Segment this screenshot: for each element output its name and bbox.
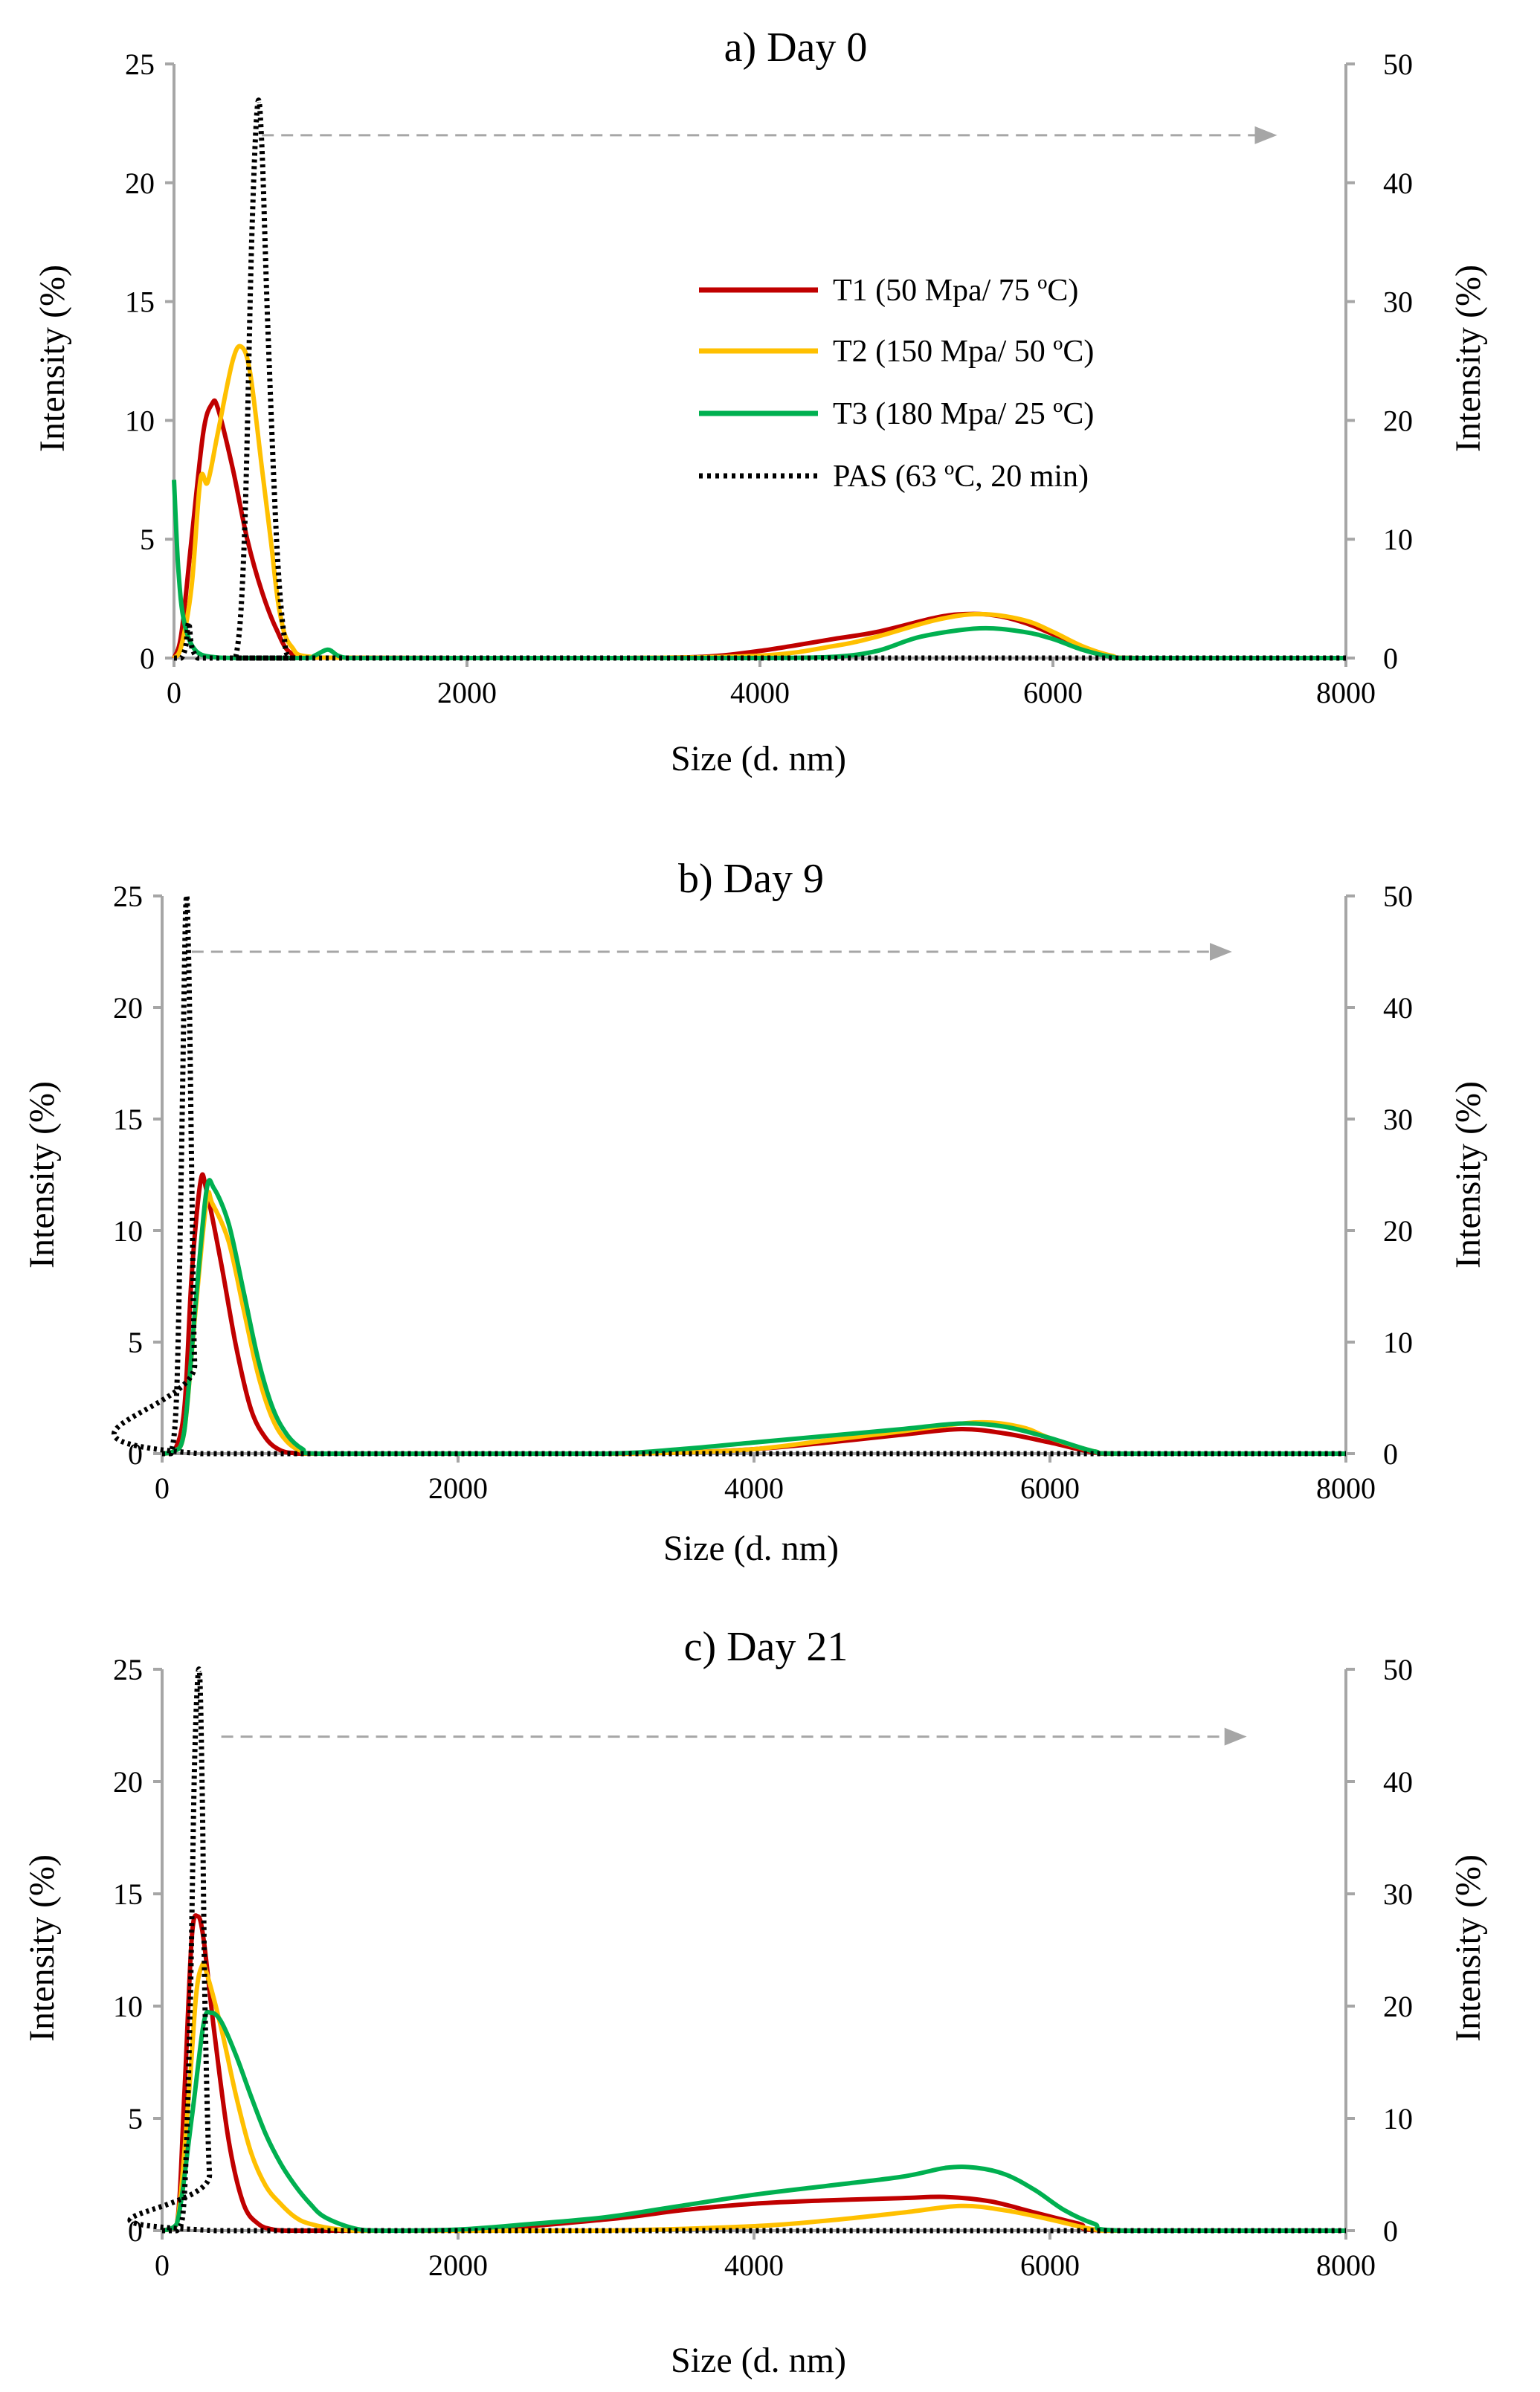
y-tick-label: 10: [113, 1990, 143, 2023]
y-tick-label: 5: [128, 1326, 143, 1359]
y-right-tick-label: 0: [1383, 2214, 1398, 2248]
y-right-tick-label: 30: [1383, 286, 1413, 319]
y-tick-label: 0: [128, 1437, 143, 1471]
y-axis-right-title: Intensity (%): [1449, 1081, 1488, 1268]
legend-label-t1: T1 (50 Mpa/ 75 ºC): [833, 274, 1078, 308]
x-tick-label: 4000: [724, 2248, 784, 2282]
y-right-tick-label: 20: [1383, 404, 1413, 437]
x-tick-label: 2000: [428, 1471, 488, 1505]
y-axis-title: Intensity (%): [33, 265, 72, 452]
x-tick-label: 0: [155, 1471, 170, 1505]
y-right-tick-label: 10: [1383, 2102, 1413, 2135]
series-line-t1: [172, 398, 1346, 661]
x-axis-title: Size (d. nm): [671, 2341, 846, 2380]
series-line-t3: [161, 1178, 1346, 1457]
y-right-tick-label: 20: [1383, 1990, 1413, 2023]
y-right-tick-label: 40: [1383, 167, 1413, 200]
x-tick-label: 8000: [1316, 2248, 1376, 2282]
x-tick-label: 4000: [724, 1471, 784, 1505]
y-right-tick-label: 40: [1383, 991, 1413, 1025]
y-tick-label: 0: [128, 2214, 143, 2248]
y-tick-label: 5: [140, 523, 155, 556]
x-tick-label: 6000: [1020, 2248, 1080, 2282]
series-line-t3: [172, 480, 1346, 661]
x-tick-label: 4000: [730, 676, 790, 709]
y-right-tick-label: 30: [1383, 1103, 1413, 1136]
y-tick-label: 10: [113, 1214, 143, 1248]
y-right-tick-label: 10: [1383, 523, 1413, 556]
x-tick-label: 2000: [437, 676, 497, 709]
x-axis-title: Size (d. nm): [671, 739, 846, 778]
y-tick-label: 25: [125, 48, 155, 81]
series-line-t1: [161, 1913, 1346, 2234]
x-tick-label: 6000: [1023, 676, 1083, 709]
series-line-pas: [173, 97, 1346, 661]
legend: T1 (50 Mpa/ 75 ºC) T2 (150 Mpa/ 50 ºC) T…: [699, 274, 1094, 494]
y-axis-right-title: Intensity (%): [1449, 265, 1488, 452]
y-tick-label: 25: [113, 880, 143, 913]
y-tick-label: 15: [113, 1877, 143, 1911]
y-right-tick-label: 40: [1383, 1765, 1413, 1799]
y-tick-label: 20: [125, 167, 155, 200]
x-tick-label: 8000: [1316, 676, 1376, 709]
y-right-tick-label: 50: [1383, 880, 1413, 913]
legend-label-t2: T2 (150 Mpa/ 50 ºC): [833, 335, 1094, 369]
y-right-tick-label: 10: [1383, 1326, 1413, 1359]
series-line-pas: [127, 1666, 1346, 2234]
y-axis-title: Intensity (%): [22, 1854, 62, 2042]
panel-title: a) Day 0: [724, 25, 868, 71]
x-tick-label: 0: [167, 676, 181, 709]
y-tick-label: 5: [128, 2102, 143, 2135]
y-tick-label: 20: [113, 1765, 143, 1799]
series-line-t2: [161, 1961, 1346, 2234]
y-tick-label: 15: [113, 1103, 143, 1136]
y-tick-label: 25: [113, 1653, 143, 1686]
series-line-t3: [161, 2009, 1346, 2234]
x-tick-label: 8000: [1316, 1471, 1376, 1505]
series-line-t2: [172, 344, 1346, 661]
y-tick-label: 0: [140, 642, 155, 675]
x-tick-label: 2000: [428, 2248, 488, 2282]
panel-title: b) Day 9: [678, 856, 824, 902]
y-right-tick-label: 20: [1383, 1214, 1413, 1248]
legend-label-pas: PAS (63 ºC, 20 min): [833, 460, 1089, 494]
series-line-pas: [112, 892, 1346, 1457]
y-right-tick-label: 50: [1383, 1653, 1413, 1686]
y-tick-label: 20: [113, 991, 143, 1025]
y-axis-title: Intensity (%): [22, 1081, 62, 1268]
series-line-t2: [161, 1190, 1346, 1457]
y-tick-label: 15: [125, 286, 155, 319]
x-tick-label: 6000: [1020, 1471, 1080, 1505]
y-axis-right-title: Intensity (%): [1449, 1854, 1488, 2042]
series-line-t1: [161, 1172, 1346, 1457]
y-right-tick-label: 0: [1383, 642, 1398, 675]
x-axis-title: Size (d. nm): [663, 1529, 839, 1568]
y-right-tick-label: 50: [1383, 48, 1413, 81]
x-tick-label: 0: [155, 2248, 170, 2282]
legend-label-t3: T3 (180 Mpa/ 25 ºC): [833, 397, 1094, 431]
y-tick-label: 10: [125, 404, 155, 437]
panel-title: c) Day 21: [684, 1624, 848, 1670]
y-right-tick-label: 0: [1383, 1437, 1398, 1471]
y-right-tick-label: 30: [1383, 1877, 1413, 1911]
